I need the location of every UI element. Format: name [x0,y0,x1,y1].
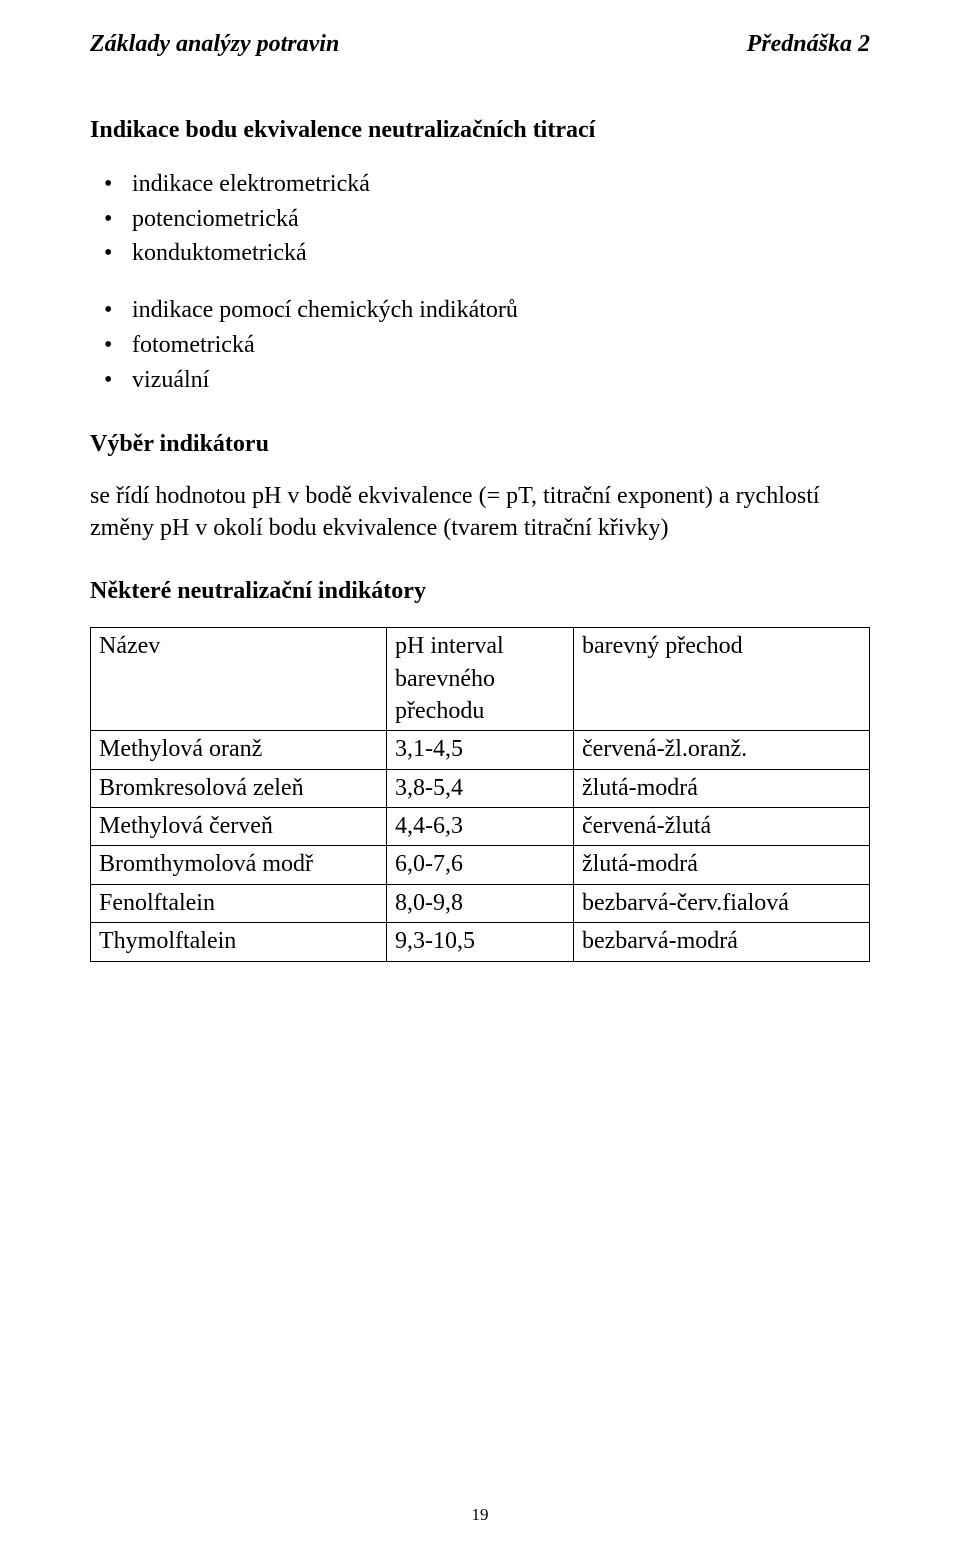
table-cell: 3,8-5,4 [387,769,574,807]
table-header-text: barevný přechod [582,630,861,662]
table-header-text: přechodu [395,695,565,727]
table-cell: červená-žl.oranž. [573,731,869,769]
table-row: Bromkresolová zeleň3,8-5,4žlutá-modrá [91,769,870,807]
table-cell: bezbarvá-červ.fialová [573,884,869,922]
vyber-paragraph: se řídí hodnotou pH v bodě ekvivalence (… [90,480,870,545]
table-header-cell: pH intervalbarevnéhopřechodu [387,628,574,731]
table-cell: Bromthymolová modř [91,846,387,884]
section-title-table: Některé neutralizační indikátory [90,575,870,607]
page-header: Základy analýzy potravin Přednáška 2 [90,28,870,60]
table-header-cell: Název [91,628,387,731]
main-title: Indikace bodu ekvivalence neutralizačníc… [90,114,870,146]
table-cell: Methylová oranž [91,731,387,769]
table-cell: Methylová červeň [91,808,387,846]
list-item: vizuální [90,363,870,398]
table-cell: Bromkresolová zeleň [91,769,387,807]
table-cell: červená-žlutá [573,808,869,846]
indicators-table: NázevpH intervalbarevnéhopřechodubarevný… [90,627,870,962]
table-row: Methylová oranž3,1-4,5červená-žl.oranž. [91,731,870,769]
header-left: Základy analýzy potravin [90,28,339,60]
bullet-list-1: indikace elektrometrickápotenciometrická… [90,167,870,271]
page-number: 19 [0,1504,960,1527]
table-cell: 3,1-4,5 [387,731,574,769]
table-cell: žlutá-modrá [573,846,869,884]
list-item: indikace pomocí chemických indikátorů [90,293,870,328]
table-cell: žlutá-modrá [573,769,869,807]
table-row: Bromthymolová modř6,0-7,6žlutá-modrá [91,846,870,884]
table-cell: Fenolftalein [91,884,387,922]
list-item: konduktometrická [90,236,870,271]
table-header-text: pH interval [395,630,565,662]
table-cell: 6,0-7,6 [387,846,574,884]
table-row: Methylová červeň4,4-6,3červená-žlutá [91,808,870,846]
table-header-text: barevného [395,663,565,695]
table-cell: 4,4-6,3 [387,808,574,846]
list-item: fotometrická [90,328,870,363]
table-row: Thymolftalein9,3-10,5bezbarvá-modrá [91,923,870,961]
section-title-vyber: Výběr indikátoru [90,428,870,460]
table-cell: 9,3-10,5 [387,923,574,961]
header-right: Přednáška 2 [747,28,870,60]
table-cell: Thymolftalein [91,923,387,961]
page: Základy analýzy potravin Přednáška 2 Ind… [0,0,960,1551]
list-item: potenciometrická [90,202,870,237]
table-header-row: NázevpH intervalbarevnéhopřechodubarevný… [91,628,870,731]
table-header-cell: barevný přechod [573,628,869,731]
table-cell: 8,0-9,8 [387,884,574,922]
table-row: Fenolftalein8,0-9,8bezbarvá-červ.fialová [91,884,870,922]
list-item: indikace elektrometrická [90,167,870,202]
table-cell: bezbarvá-modrá [573,923,869,961]
bullet-list-2: indikace pomocí chemických indikátorůfot… [90,293,870,397]
table-header-text: Název [99,630,378,662]
